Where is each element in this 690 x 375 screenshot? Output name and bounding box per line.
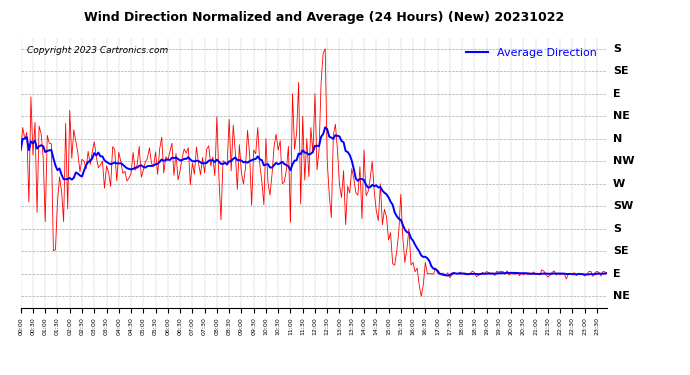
Text: SE: SE bbox=[613, 246, 629, 256]
Text: E: E bbox=[613, 89, 621, 99]
Text: NW: NW bbox=[613, 156, 635, 166]
Text: Wind Direction Normalized and Average (24 Hours) (New) 20231022: Wind Direction Normalized and Average (2… bbox=[84, 11, 564, 24]
Text: SW: SW bbox=[613, 201, 633, 211]
Text: W: W bbox=[613, 179, 625, 189]
Text: SE: SE bbox=[613, 66, 629, 76]
Legend: Average Direction: Average Direction bbox=[462, 43, 602, 62]
Text: NE: NE bbox=[613, 111, 630, 121]
Text: N: N bbox=[613, 134, 622, 144]
Text: S: S bbox=[613, 44, 621, 54]
Text: E: E bbox=[613, 269, 621, 279]
Text: S: S bbox=[613, 224, 621, 234]
Text: NE: NE bbox=[613, 291, 630, 301]
Text: Copyright 2023 Cartronics.com: Copyright 2023 Cartronics.com bbox=[26, 46, 168, 55]
